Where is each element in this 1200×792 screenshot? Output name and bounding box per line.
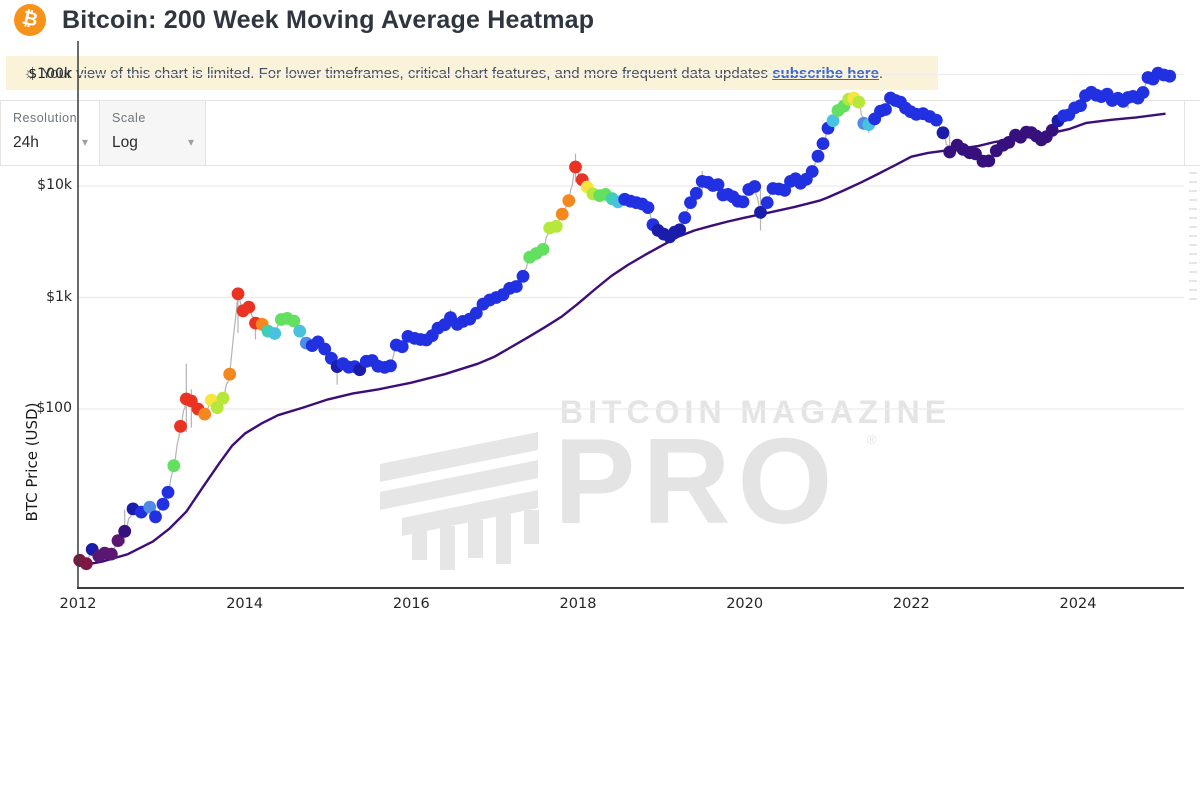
heatmap-dot	[1074, 99, 1087, 112]
heatmap-dot	[198, 407, 212, 421]
heatmap-dot	[754, 206, 767, 219]
heatmap-dot	[268, 327, 282, 340]
heatmap-dot	[79, 557, 93, 571]
heatmap-dot	[562, 194, 576, 207]
heatmap-dot	[936, 126, 950, 140]
heatmap-dot	[805, 165, 819, 178]
heatmap-dot	[736, 195, 750, 209]
heatmap-chart[interactable]: BITCOIN MAGAZINE ® PRO $100k $10k $1k $100 2…	[0, 41, 1200, 792]
heatmap-dot	[1163, 69, 1177, 83]
chevron-down-icon: ▾	[81, 135, 88, 149]
resolution-label: Resolution	[13, 111, 78, 125]
heatmap-dot	[318, 342, 332, 356]
bitcoin-magazine-pro-flag-icon	[380, 432, 539, 570]
heatmap-dot	[156, 497, 170, 511]
heatmap-dot	[384, 359, 397, 373]
heatmap-dot	[569, 160, 582, 174]
limited-view-banner: ☼ Your view of this chart is limited. Fo…	[6, 56, 938, 90]
heatmap-dot	[549, 219, 563, 233]
heatmap-dot	[689, 186, 703, 200]
heatmap-dot	[223, 367, 237, 381]
chart-toolbar: Resolution 24h ▾ Scale Log ▾	[0, 100, 1200, 166]
bitcoin-logo-icon: ₿	[14, 4, 46, 36]
heatmap-dot	[879, 103, 892, 116]
subscribe-link[interactable]: subscribe here	[772, 64, 879, 82]
page-header: ₿ Bitcoin: 200 Week Moving Average Heatm…	[0, 0, 1200, 50]
heatmap-dot	[1045, 123, 1059, 137]
heatmap-dot	[516, 269, 530, 283]
heatmap-dot	[509, 280, 523, 293]
y-axis-title: BTC Price (USD)	[23, 402, 41, 522]
heatmap-dot	[1136, 86, 1150, 99]
heatmap-dot	[395, 340, 409, 354]
heatmap-dot	[111, 534, 125, 547]
heatmap-dot	[982, 154, 996, 168]
watermark-magazine-text: BITCOIN MAGAZINE	[560, 394, 952, 430]
resolution-value: 24h	[13, 134, 39, 151]
watermark: BITCOIN MAGAZINE ® PRO	[378, 392, 946, 572]
resolution-select[interactable]: Resolution 24h ▾	[0, 101, 100, 165]
registered-mark: ®	[867, 432, 877, 447]
heatmap-dot	[811, 149, 825, 163]
heatmap-dot	[167, 459, 181, 473]
heatmap-dot	[143, 500, 157, 514]
heatmap-dot	[231, 287, 245, 301]
toolbar-divider	[1184, 101, 1185, 165]
plot-canvas[interactable]	[0, 0, 1200, 626]
heatmap-dot	[216, 391, 230, 405]
heatmap-dot	[929, 113, 943, 127]
heatmap-dot	[161, 485, 175, 499]
heatmap-dot	[555, 207, 569, 221]
heatmap-dot	[174, 419, 187, 433]
scale-value: Log	[112, 134, 138, 151]
sun-icon: ☼	[23, 63, 39, 82]
heatmap-dot	[536, 243, 550, 256]
heatmap-dot	[242, 300, 256, 314]
heatmap-dot	[760, 196, 774, 209]
watermark-pro-text: PRO	[554, 413, 840, 549]
heatmap-dot	[816, 137, 830, 150]
heatmap-dot	[104, 547, 118, 561]
heatmap-dot	[673, 223, 687, 237]
heatmap-dot	[678, 211, 692, 225]
heatmap-dot	[852, 95, 866, 109]
chevron-down-icon: ▾	[187, 135, 194, 149]
scale-select[interactable]: Scale Log ▾	[100, 101, 206, 165]
heatmap-dot	[748, 180, 762, 193]
heatmap-dot	[469, 306, 483, 320]
heatmap-dot	[149, 510, 162, 524]
heatmap-dot	[711, 178, 725, 191]
heatmap-dot	[293, 324, 307, 338]
clipped-right-edge-content	[1189, 172, 1197, 307]
scale-label: Scale	[112, 111, 146, 125]
banner-text: Your view of this chart is limited. For …	[41, 64, 884, 82]
heatmap-dot	[210, 401, 224, 414]
heatmap-dot	[684, 196, 697, 209]
heatmap-dot	[118, 524, 132, 538]
ma-200w-line	[77, 112, 1166, 568]
heatmap-dot	[287, 314, 301, 328]
heatmap-dot	[641, 201, 655, 214]
page-title: Bitcoin: 200 Week Moving Average Heatmap	[62, 6, 595, 34]
heatmap-dot	[826, 114, 840, 128]
